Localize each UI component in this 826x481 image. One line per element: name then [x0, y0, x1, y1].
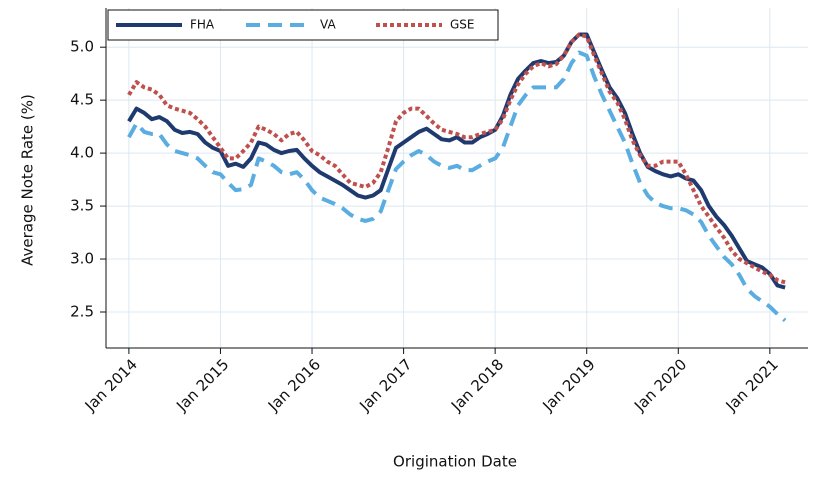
x-tick-label: Jan 2020: [630, 355, 690, 415]
legend-label: GSE: [450, 18, 475, 32]
x-tick-label: Jan 2017: [355, 355, 415, 415]
x-tick-label: Jan 2016: [264, 355, 324, 415]
x-tick-label: Jan 2014: [81, 355, 141, 415]
x-tick-label: Jan 2018: [447, 355, 507, 415]
x-tick-label: Jan 2019: [539, 355, 599, 415]
y-tick-label: 3.5: [70, 197, 94, 215]
grid: [106, 8, 808, 348]
series-line: [127, 32, 786, 285]
plot-lines: [127, 32, 787, 323]
x-tick-label: Jan 2021: [722, 355, 782, 415]
y-axis-title: Average Note Rate (%): [19, 94, 37, 266]
y-tick-label: 3.0: [70, 250, 94, 268]
legend-label: FHA: [190, 18, 215, 32]
series-line: [127, 50, 787, 323]
x-axis-title: Origination Date: [393, 453, 517, 471]
y-tick-label: 5.0: [70, 38, 94, 56]
legend: FHA VA GSE: [116, 18, 475, 32]
y-tick-label: 4.0: [70, 144, 94, 162]
series-line: [127, 32, 786, 290]
y-tick-label: 4.5: [70, 91, 94, 109]
y-tick-label: 2.5: [70, 302, 94, 320]
legend-label: VA: [320, 18, 336, 32]
x-tick-label: Jan 2015: [172, 355, 232, 415]
